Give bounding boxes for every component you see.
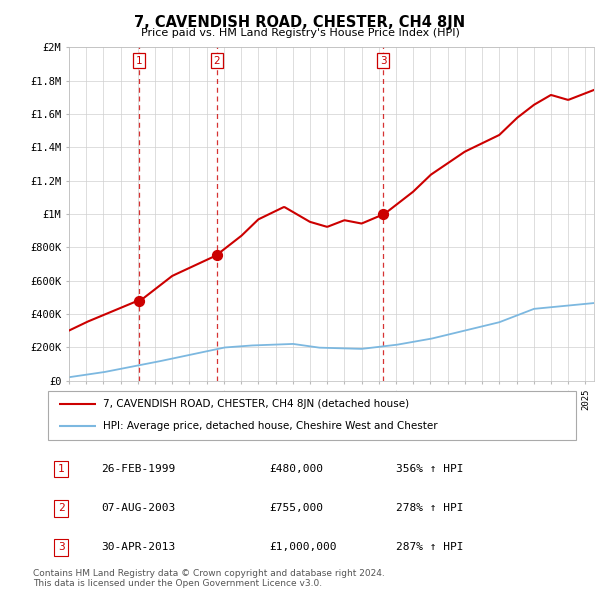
Text: HPI: Average price, detached house, Cheshire West and Chester: HPI: Average price, detached house, Ches… bbox=[103, 421, 438, 431]
Text: 26-FEB-1999: 26-FEB-1999 bbox=[101, 464, 175, 474]
Text: £1,000,000: £1,000,000 bbox=[270, 542, 337, 552]
Text: 1: 1 bbox=[136, 55, 143, 65]
Text: 278% ↑ HPI: 278% ↑ HPI bbox=[397, 503, 464, 513]
Point bbox=[212, 250, 221, 260]
Text: This data is licensed under the Open Government Licence v3.0.: This data is licensed under the Open Gov… bbox=[33, 579, 322, 588]
Text: 287% ↑ HPI: 287% ↑ HPI bbox=[397, 542, 464, 552]
Text: 2: 2 bbox=[58, 503, 65, 513]
Text: 356% ↑ HPI: 356% ↑ HPI bbox=[397, 464, 464, 474]
Text: £755,000: £755,000 bbox=[270, 503, 324, 513]
Text: Price paid vs. HM Land Registry's House Price Index (HPI): Price paid vs. HM Land Registry's House … bbox=[140, 28, 460, 38]
FancyBboxPatch shape bbox=[48, 391, 576, 440]
Text: 7, CAVENDISH ROAD, CHESTER, CH4 8JN: 7, CAVENDISH ROAD, CHESTER, CH4 8JN bbox=[134, 15, 466, 30]
Text: 1: 1 bbox=[58, 464, 65, 474]
Text: 3: 3 bbox=[58, 542, 65, 552]
Text: 7, CAVENDISH ROAD, CHESTER, CH4 8JN (detached house): 7, CAVENDISH ROAD, CHESTER, CH4 8JN (det… bbox=[103, 399, 410, 409]
Text: 2: 2 bbox=[214, 55, 220, 65]
Point bbox=[134, 296, 144, 305]
Point bbox=[379, 209, 388, 219]
Text: 07-AUG-2003: 07-AUG-2003 bbox=[101, 503, 175, 513]
Text: Contains HM Land Registry data © Crown copyright and database right 2024.: Contains HM Land Registry data © Crown c… bbox=[33, 569, 385, 578]
Text: 3: 3 bbox=[380, 55, 386, 65]
Text: £480,000: £480,000 bbox=[270, 464, 324, 474]
Text: 30-APR-2013: 30-APR-2013 bbox=[101, 542, 175, 552]
